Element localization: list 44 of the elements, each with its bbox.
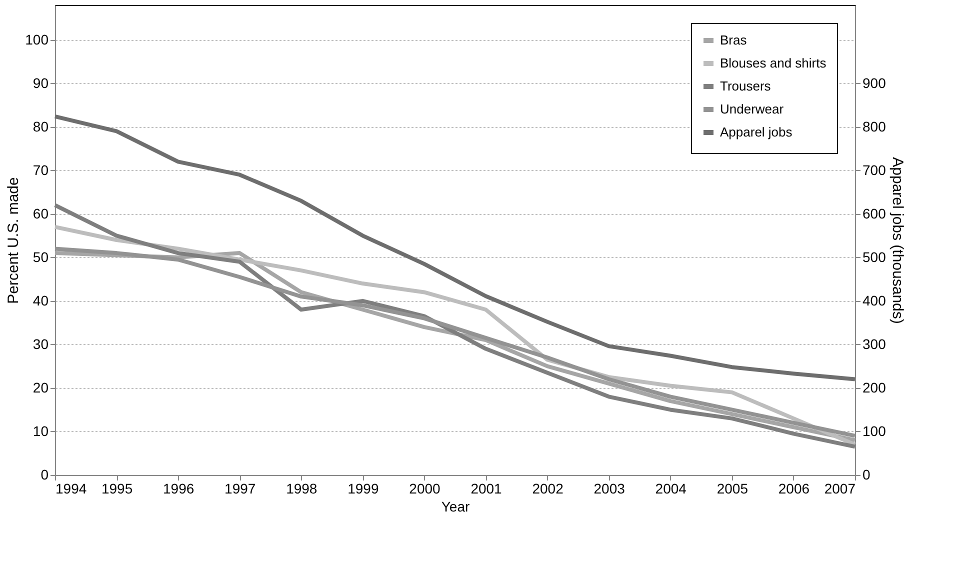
x-tick-label: 2001	[470, 480, 502, 496]
x-tick-label: 2006	[778, 480, 810, 496]
x-tick-label: 1995	[101, 480, 133, 496]
x-tick-label: 2005	[716, 480, 748, 496]
x-axis-title: Year	[441, 498, 470, 514]
y2-tick-label: 200	[862, 379, 886, 396]
legend-label: Bras	[720, 32, 748, 48]
y2-tick-label: 400	[862, 292, 886, 308]
y2-axis-title: Apparel jobs (thousands)	[888, 157, 906, 324]
y-tick-label: 0	[40, 466, 49, 482]
y-tick-label: 50	[32, 248, 49, 265]
line-series	[53, 114, 857, 382]
y2-tick-label: 900	[862, 74, 886, 91]
x-tick-label: 2000	[409, 480, 441, 496]
x-tick-label: 1994	[56, 480, 87, 496]
y-tick-label: 80	[32, 118, 49, 134]
x-tick-label: 1998	[286, 480, 318, 496]
y2-tick-label: 500	[862, 248, 886, 265]
y-tick-label: 20	[32, 379, 49, 396]
legend-label: Underwear	[720, 102, 784, 116]
y2-tick-label: 0	[862, 466, 870, 482]
x-tick-label: 1999	[348, 480, 379, 496]
legend-label: Trousers	[720, 78, 772, 94]
y-tick-label: 70	[32, 162, 49, 178]
x-tick-label: 2002	[532, 480, 564, 496]
legend-label: Apparel jobs	[720, 124, 793, 140]
y-tick-label: 60	[32, 205, 49, 222]
y-axis-title: Percent U.S. made	[5, 177, 22, 304]
x-tick-label: 1997	[224, 480, 256, 496]
y2-tick-label: 100	[862, 422, 886, 439]
x-tick-label: 2003	[594, 480, 626, 496]
y2-tick-label: 300	[862, 336, 886, 352]
x-tick-label: 2004	[655, 480, 687, 496]
y-tick-label: 100	[25, 31, 49, 48]
y-tick-label: 30	[32, 336, 49, 352]
legend-label: Blouses and shirts	[720, 56, 827, 70]
x-tick-label: 1996	[163, 480, 194, 496]
y2-tick-label: 600	[862, 205, 886, 222]
y-tick-label: 90	[32, 74, 49, 91]
y2-tick-label: 800	[862, 118, 886, 134]
y-tick-label: 40	[32, 292, 49, 308]
y-tick-label: 10	[32, 422, 49, 439]
x-tick-label: 2007	[824, 480, 856, 496]
y2-tick-label: 700	[862, 162, 886, 178]
